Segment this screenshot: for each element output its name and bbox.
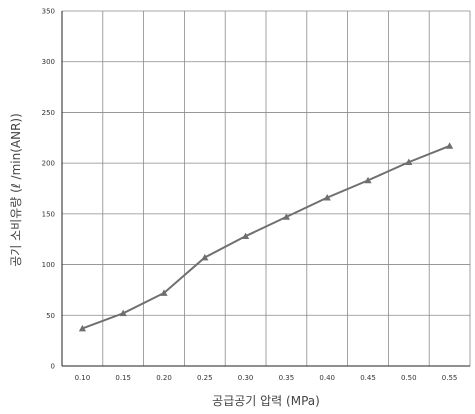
x-tick-label: 0.25 — [197, 374, 213, 382]
y-tick-label: 100 — [42, 261, 55, 269]
x-axis-title: 공급공기 압력 (MPa) — [212, 394, 320, 408]
data-point-marker — [405, 158, 413, 166]
data-point-marker — [282, 213, 290, 220]
axes — [61, 11, 470, 367]
y-tick-label: 150 — [42, 210, 55, 218]
data-point-marker — [160, 289, 168, 296]
y-tick-label: 250 — [42, 109, 55, 117]
data-point-marker — [119, 309, 127, 317]
x-tick-label: 0.55 — [442, 374, 458, 382]
x-tick-label: 0.50 — [401, 374, 417, 382]
data-point-marker — [446, 142, 454, 149]
x-tick-label: 0.15 — [115, 374, 131, 382]
x-tick-label: 0.45 — [360, 374, 376, 382]
y-tick-label: 350 — [42, 8, 55, 16]
x-tick-label: 0.35 — [279, 374, 295, 382]
y-tick-label: 300 — [42, 58, 55, 66]
data-point-marker — [323, 194, 331, 201]
data-point-marker — [78, 324, 86, 332]
x-tick-label: 0.30 — [238, 374, 254, 382]
x-tick-label: 0.40 — [319, 374, 335, 382]
data-point-marker — [242, 232, 250, 240]
x-tick-label: 0.20 — [156, 374, 172, 382]
y-axis-title: 공기 소비유량 (ℓ /min(ANR)) — [9, 113, 23, 267]
y-tick-label: 50 — [46, 312, 55, 320]
data-point-marker — [364, 176, 372, 184]
data-point-marker — [201, 253, 209, 261]
series-line — [82, 144, 450, 330]
series — [78, 142, 454, 332]
y-tick-label: 0 — [51, 363, 55, 371]
x-tick-label: 0.10 — [75, 374, 91, 382]
tick-labels: 0 50 100 150 200 250 300 350 0.10 0.15 0.20 0.25 0.3… — [42, 8, 458, 383]
y-tick-label: 200 — [42, 160, 55, 168]
